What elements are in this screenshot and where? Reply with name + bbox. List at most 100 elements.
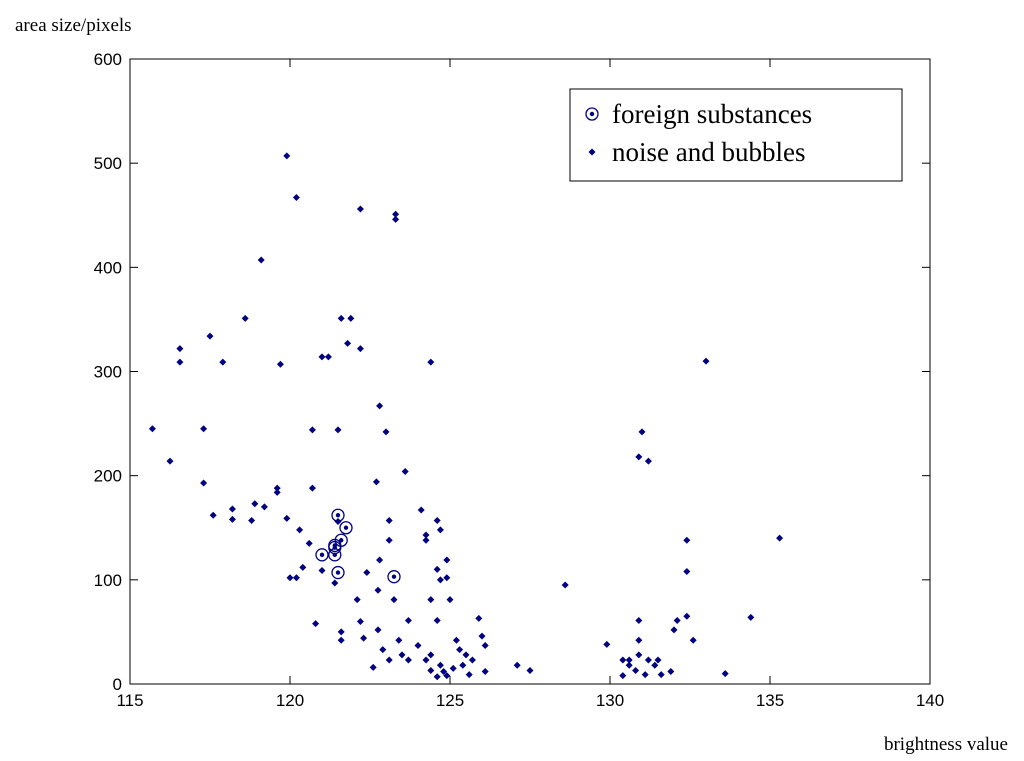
point (625, 656, 633, 664)
point (449, 664, 457, 672)
marker-dot (635, 651, 643, 659)
marker-dot (251, 500, 259, 508)
point (667, 668, 675, 675)
marker-ring (339, 521, 353, 535)
marker-dot (356, 205, 364, 213)
point (452, 636, 460, 644)
point (427, 666, 435, 674)
point (382, 428, 390, 436)
point (625, 661, 633, 669)
marker-dot (308, 426, 316, 434)
point (369, 663, 377, 671)
marker-dot (670, 626, 678, 634)
point (481, 668, 489, 675)
marker-dot (401, 468, 409, 475)
y-axis-label: area size/pixels (15, 15, 132, 36)
marker-dot (276, 360, 284, 368)
point (376, 402, 384, 410)
point (166, 457, 174, 465)
point (305, 539, 313, 547)
point (337, 314, 345, 322)
point (641, 671, 649, 679)
point (654, 656, 662, 664)
point (241, 314, 249, 322)
point (392, 215, 400, 223)
point (337, 636, 345, 644)
x-tick-label: 120 (276, 691, 304, 710)
marker-dot (589, 111, 595, 117)
point (440, 668, 448, 675)
point (385, 656, 393, 664)
point (395, 636, 403, 644)
point (339, 521, 353, 535)
point (318, 566, 326, 574)
point (337, 628, 345, 636)
marker-dot (776, 534, 784, 542)
marker-dot (385, 656, 393, 664)
marker-dot (228, 515, 236, 523)
marker-dot (689, 636, 697, 644)
point (315, 548, 329, 562)
point (443, 672, 451, 680)
marker-dot (561, 581, 569, 589)
point (392, 210, 400, 218)
point (443, 556, 451, 564)
marker-dot (318, 566, 326, 574)
point (206, 332, 214, 340)
point (248, 516, 256, 524)
marker-dot (248, 516, 256, 524)
marker-dot (422, 656, 430, 664)
point (385, 516, 393, 524)
marker-dot (456, 646, 464, 654)
marker-dot (481, 668, 489, 675)
marker-dot (296, 526, 304, 534)
marker-dot (331, 579, 339, 587)
marker-dot (526, 666, 534, 674)
marker-dot (657, 671, 665, 679)
marker-dot (404, 656, 412, 664)
point (356, 205, 364, 213)
point (404, 656, 412, 664)
marker-dot (312, 620, 320, 628)
y-tick-label: 400 (94, 258, 122, 277)
marker-dot (241, 314, 249, 322)
point (689, 636, 697, 644)
y-tick-label: 200 (94, 467, 122, 486)
marker-dot (465, 671, 473, 679)
marker-dot (422, 536, 430, 544)
marker-dot (452, 636, 460, 644)
point (427, 358, 435, 366)
point (176, 358, 184, 366)
point (273, 488, 281, 496)
marker-dot (443, 672, 451, 680)
marker-dot (360, 634, 368, 642)
marker-dot (260, 503, 268, 511)
marker-dot (721, 670, 729, 678)
marker-dot (513, 661, 521, 669)
marker-dot (588, 148, 596, 156)
point (200, 479, 208, 487)
point (331, 508, 345, 522)
point (360, 634, 368, 642)
marker-dot (353, 596, 361, 604)
point (644, 457, 652, 465)
marker-dot (427, 666, 435, 674)
y-tick-label: 500 (94, 154, 122, 173)
marker-dot (398, 651, 406, 659)
marker-dot (283, 514, 291, 522)
marker-dot (335, 513, 341, 518)
point (513, 661, 521, 669)
point (459, 661, 467, 669)
point (356, 345, 364, 353)
point (257, 256, 265, 264)
marker-dot (635, 636, 643, 644)
point (356, 618, 364, 625)
marker-dot (635, 616, 643, 624)
point (657, 671, 665, 679)
marker-dot (651, 661, 659, 669)
legend-box (569, 88, 903, 182)
legend-label: noise and bubbles (612, 137, 805, 167)
marker-dot (619, 672, 627, 680)
point (644, 656, 652, 664)
